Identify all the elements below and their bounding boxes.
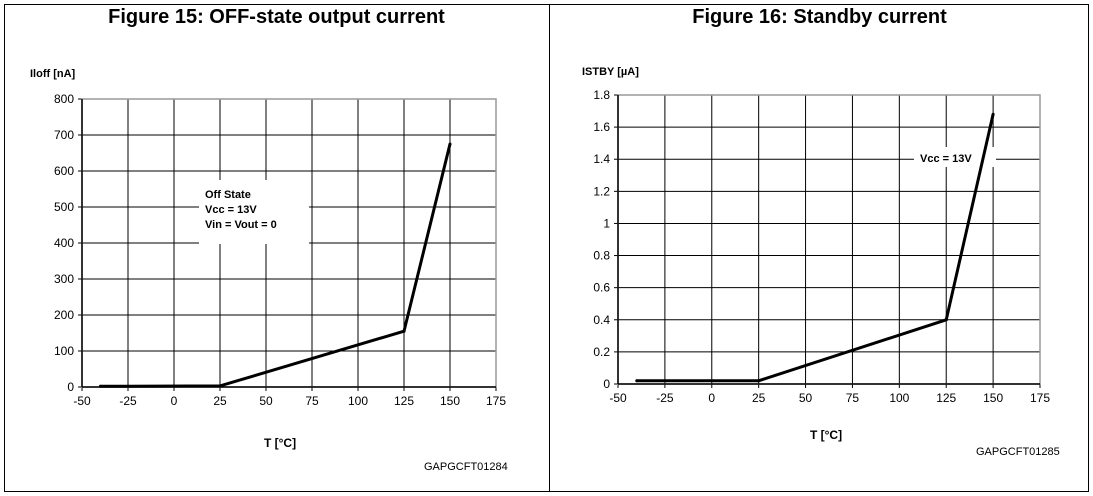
- y-tick-label: 0.8: [593, 249, 610, 263]
- y-tick-label: 700: [54, 128, 74, 142]
- y-tick-label: 1: [603, 216, 610, 230]
- x-tick-label: 50: [259, 394, 273, 408]
- figure-16-x-axis-label: T [°C]: [809, 428, 843, 442]
- figure-15-x-axis-label: T [°C]: [263, 436, 297, 450]
- data-point: [635, 379, 639, 383]
- x-tick-label: 75: [846, 391, 860, 405]
- x-tick-label: 50: [799, 391, 813, 405]
- x-tick-label: -50: [609, 391, 627, 405]
- data-point: [991, 112, 995, 116]
- x-tick-label: 75: [305, 394, 319, 408]
- annotation-text: Vin = Vout = 0: [205, 219, 277, 231]
- x-tick-label: 25: [752, 391, 766, 405]
- y-tick-label: 0.4: [593, 313, 610, 327]
- figure-16-chart: 0 0.2 0.4 0.6 0.8 1 1.2 1.4 1.6 1.8 -50 -25 0 25 50 75 1…: [593, 88, 1050, 405]
- y-tick-label: 1.6: [593, 120, 610, 134]
- x-tick-label: 100: [889, 391, 909, 405]
- y-tick-label: 400: [54, 236, 74, 250]
- x-tick-label: 175: [1030, 391, 1050, 405]
- x-tick-label: -50: [73, 394, 91, 408]
- series-line: [636, 113, 995, 383]
- figure-16-panel: Figure 16: Standby current ISTBY [µA] T …: [549, 4, 1089, 492]
- x-tick-label: 25: [213, 394, 227, 408]
- x-tick-label: 0: [171, 394, 178, 408]
- plot-area-border: [617, 94, 1041, 385]
- data-point: [448, 142, 452, 146]
- y-tick-label: 800: [54, 92, 74, 106]
- data-point: [218, 384, 222, 388]
- x-tick-label: 150: [440, 394, 460, 408]
- x-tick-label: 125: [394, 394, 414, 408]
- annotation-text: Vcc = 13V: [920, 153, 972, 165]
- x-tick-label: 125: [936, 391, 956, 405]
- figure-15-code: GAPGCFT01284: [424, 461, 508, 473]
- y-tick-label: 300: [54, 272, 74, 286]
- figure-15-y-axis-label: Iloff [nA]: [30, 68, 76, 80]
- data-point: [402, 329, 406, 333]
- y-tick-label: 0.6: [593, 281, 610, 295]
- figure-16-title: Figure 16: Standby current: [692, 6, 947, 28]
- y-tick-label: 100: [54, 344, 74, 358]
- annotation-box: [914, 147, 996, 167]
- x-tick-label: 0: [708, 391, 715, 405]
- y-tick-label: 1.2: [593, 184, 610, 198]
- y-tick-label: 1.4: [593, 152, 610, 166]
- data-point: [98, 384, 102, 388]
- figure-frame: [4, 4, 1089, 492]
- x-tick-label: 150: [983, 391, 1003, 405]
- figure-15-title: Figure 15: OFF-state output current: [108, 6, 445, 28]
- annotation-text: Off State: [205, 189, 251, 201]
- y-tick-label: 0: [603, 377, 610, 391]
- y-tick-label: 0.2: [593, 345, 610, 359]
- y-tick-label: 1.8: [593, 88, 610, 102]
- annotation-box: [199, 180, 309, 244]
- data-point: [944, 318, 948, 322]
- x-tick-label: -25: [656, 391, 674, 405]
- x-tick-label: 175: [486, 394, 506, 408]
- figure-16-code: GAPGCFT01285: [976, 446, 1060, 458]
- y-tick-label: 600: [54, 164, 74, 178]
- annotation-text: Vcc = 13V: [205, 204, 257, 216]
- y-tick-label: 500: [54, 200, 74, 214]
- y-tick-label: 0: [67, 380, 74, 394]
- data-point: [757, 379, 761, 383]
- figure-16-y-axis-label: ISTBY [µA]: [582, 66, 639, 78]
- x-tick-label: 100: [348, 394, 368, 408]
- figure-15-panel: Figure 15: OFF-state output current Ilof…: [4, 4, 549, 492]
- figure-15-chart: 0 100 200 300 400 500 600 700 800 -50 -25 0 25 50 75 10…: [54, 92, 506, 408]
- x-tick-label: -25: [119, 394, 137, 408]
- series-line: [100, 143, 452, 388]
- y-tick-label: 200: [54, 308, 74, 322]
